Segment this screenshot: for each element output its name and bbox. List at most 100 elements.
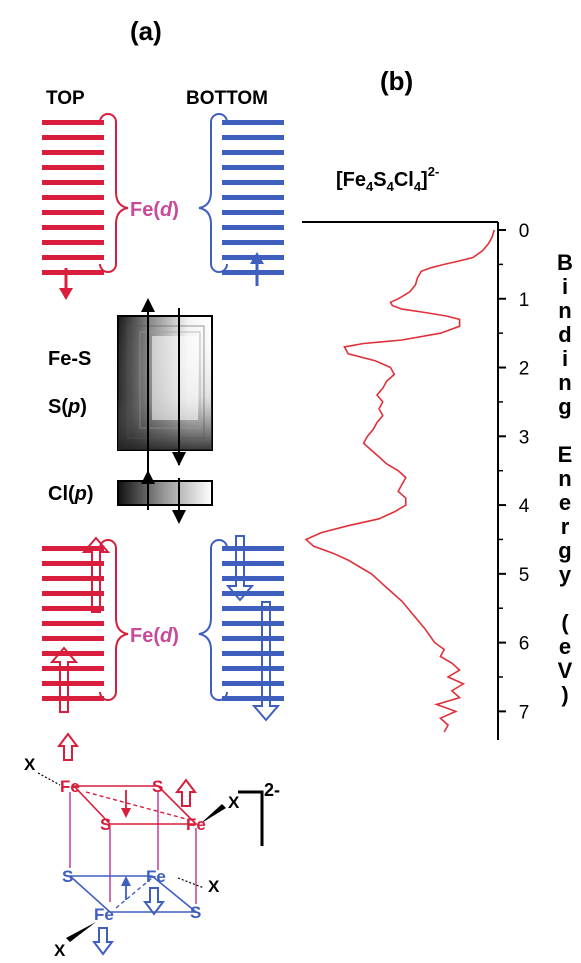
lower-blue-hollow-arrow-upper <box>225 535 255 602</box>
upper-red-level <box>42 255 104 260</box>
axis-label-letter: e <box>559 634 571 659</box>
upper-red-level <box>42 120 104 125</box>
atom-top-fe-left: Fe <box>60 777 80 796</box>
upper-red-level <box>42 195 104 200</box>
axis-label-letter: n <box>558 298 571 323</box>
lower-blue-level <box>222 591 284 596</box>
axis-label-letter: g <box>558 538 571 563</box>
upper-blue-level-stack <box>222 120 284 275</box>
axis-label-letter: E <box>558 442 573 467</box>
lower-blue-level <box>222 636 284 641</box>
upper-red-arrowhead <box>59 288 73 300</box>
cl-p-spin-down-arrowhead <box>172 510 186 524</box>
upper-blue-level <box>222 225 284 230</box>
upper-red-level <box>42 210 104 215</box>
lower-blue-level-stack <box>222 546 284 701</box>
upper-blue-level <box>222 240 284 245</box>
atom-top-s-right: S <box>152 777 163 796</box>
spectrum-line <box>304 229 495 733</box>
fe-d-lower-label: Fe(d) <box>130 625 179 647</box>
upper-red-level <box>42 180 104 185</box>
axis-label-letter: ) <box>561 682 568 707</box>
upper-blue-level <box>222 120 284 125</box>
axis-label-letter: V <box>558 658 573 683</box>
upper-blue-level <box>222 150 284 155</box>
axis-label-letter: i <box>562 274 568 299</box>
cluster-charge: 2- <box>264 780 280 800</box>
tick-label: 6 <box>519 634 530 655</box>
axis-label-letter: B <box>557 250 573 275</box>
atom-bot-s-left: S <box>62 867 73 886</box>
cluster-diagram: Fe S S Fe S Fe Fe S X X X X 2- <box>24 732 280 960</box>
lower-red-level <box>42 591 104 596</box>
lower-blue-brace <box>198 539 228 701</box>
tick-label: 5 <box>519 565 530 586</box>
upper-red-level-stack <box>42 120 104 275</box>
formula-label: [Fe4S4Cl4]2- <box>336 164 439 194</box>
lower-blue-level <box>222 576 284 581</box>
lower-red-hollow-arrow-lower <box>49 646 79 713</box>
panel-a-label: (a) <box>130 16 162 46</box>
axis-label-letter: y <box>559 562 572 587</box>
lower-red-level <box>42 681 104 686</box>
axis-label-letter: g <box>558 394 571 419</box>
upper-blue-level <box>222 135 284 140</box>
bottom-label: BOTTOM <box>186 88 268 109</box>
atom-bot-fe-right: Fe <box>146 867 166 886</box>
tick-label: 1 <box>519 290 530 311</box>
lower-red-level <box>42 546 104 551</box>
axis-label-letter: n <box>558 466 571 491</box>
lower-red-level <box>42 606 104 611</box>
lower-blue-level <box>222 681 284 686</box>
atom-top-s-left: S <box>100 815 111 834</box>
upper-blue-level <box>222 165 284 170</box>
upper-blue-level <box>222 195 284 200</box>
atom-top-fe-right: Fe <box>186 815 206 834</box>
lower-red-level <box>42 561 104 566</box>
fe-s-label: Fe-S <box>48 348 91 370</box>
cl-p-spin-up-arrowhead <box>141 470 155 484</box>
fe-s-spin-down-arrowhead <box>172 452 186 466</box>
lower-blue-level <box>222 606 284 611</box>
upper-red-level <box>42 225 104 230</box>
upper-red-level <box>42 150 104 155</box>
upper-red-level <box>42 135 104 140</box>
cl-p-label: Cl(p) <box>48 483 94 505</box>
axis-label-letter: i <box>562 346 568 371</box>
lower-blue-level <box>222 666 284 671</box>
panel-b-label: (b) <box>380 66 413 96</box>
lower-red-level <box>42 651 104 656</box>
lower-red-level <box>42 666 104 671</box>
tick-label: 4 <box>519 496 530 517</box>
axis-label-letter: d <box>558 322 571 347</box>
axis-label-letter: r <box>561 514 570 539</box>
upper-blue-level <box>222 210 284 215</box>
lower-red-level <box>42 696 104 701</box>
upper-blue-brace <box>198 113 228 273</box>
lower-red-level <box>42 636 104 641</box>
fe-d-upper-label: Fe(d) <box>130 199 179 221</box>
upper-red-level <box>42 165 104 170</box>
tick-label: 3 <box>519 427 530 448</box>
lower-red-hollow-arrow-upper <box>81 536 111 613</box>
ligand-x-top-right: X <box>228 793 240 812</box>
lower-blue-level <box>222 546 284 551</box>
lower-red-level <box>42 576 104 581</box>
lower-blue-hollow-arrow-lower <box>251 601 281 722</box>
ligand-x-bot-left: X <box>54 941 66 960</box>
lower-red-level-stack <box>42 546 104 701</box>
lower-blue-level <box>222 561 284 566</box>
top-label: TOP <box>46 88 85 109</box>
upper-blue-level <box>222 180 284 185</box>
tick-label: 2 <box>519 359 530 380</box>
lower-blue-level <box>222 621 284 626</box>
tick-label: 7 <box>519 702 530 723</box>
upper-red-level <box>42 240 104 245</box>
axis-label-letter: e <box>559 490 571 515</box>
lower-blue-level <box>222 696 284 701</box>
upper-blue-level <box>222 255 284 260</box>
atom-bot-s-right: S <box>190 903 201 922</box>
lower-red-level <box>42 621 104 626</box>
